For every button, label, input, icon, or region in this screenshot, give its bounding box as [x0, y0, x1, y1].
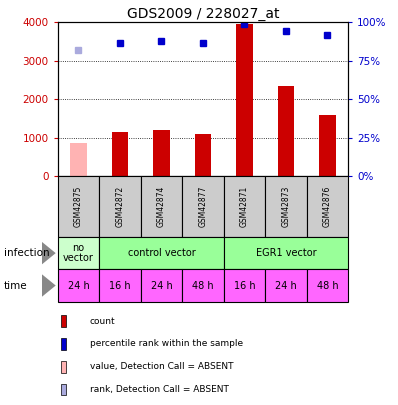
Text: no
vector: no vector	[63, 243, 94, 263]
Bar	[70, 143, 87, 176]
Text: 16 h: 16 h	[234, 281, 255, 290]
Bar	[236, 24, 253, 176]
Bar	[99, 176, 141, 237]
Text: GSM42871: GSM42871	[240, 186, 249, 227]
Bar	[307, 176, 348, 237]
Bar	[224, 237, 348, 269]
Text: 24 h: 24 h	[68, 281, 89, 290]
Bar	[319, 115, 336, 176]
Title: GDS2009 / 228027_at: GDS2009 / 228027_at	[127, 7, 279, 21]
Bar	[60, 361, 66, 373]
Bar	[58, 176, 99, 237]
Polygon shape	[42, 274, 56, 297]
Text: GSM42875: GSM42875	[74, 186, 83, 227]
Bar	[58, 269, 99, 302]
Text: GSM42872: GSM42872	[115, 186, 125, 227]
Bar	[99, 237, 224, 269]
Text: percentile rank within the sample: percentile rank within the sample	[90, 339, 243, 348]
Bar	[60, 384, 66, 395]
Bar	[60, 338, 66, 350]
Bar	[265, 269, 307, 302]
Text: GSM42876: GSM42876	[323, 186, 332, 227]
Text: 24 h: 24 h	[275, 281, 297, 290]
Bar	[265, 176, 307, 237]
Bar	[112, 132, 128, 176]
Text: control vector: control vector	[128, 248, 195, 258]
Bar	[153, 130, 170, 176]
Bar	[278, 86, 294, 176]
Bar	[182, 269, 224, 302]
Text: GSM42877: GSM42877	[199, 186, 207, 227]
Text: 24 h: 24 h	[150, 281, 172, 290]
Bar	[195, 134, 211, 176]
Text: rank, Detection Call = ABSENT: rank, Detection Call = ABSENT	[90, 385, 228, 394]
Text: infection: infection	[4, 248, 50, 258]
Bar	[58, 237, 99, 269]
Text: 48 h: 48 h	[317, 281, 338, 290]
Text: 16 h: 16 h	[109, 281, 131, 290]
Text: GSM42874: GSM42874	[157, 186, 166, 227]
Text: GSM42873: GSM42873	[281, 186, 291, 227]
Text: time: time	[4, 281, 27, 290]
Text: value, Detection Call = ABSENT: value, Detection Call = ABSENT	[90, 362, 233, 371]
Text: EGR1 vector: EGR1 vector	[256, 248, 316, 258]
Text: 48 h: 48 h	[192, 281, 214, 290]
Bar	[224, 176, 265, 237]
Polygon shape	[42, 242, 56, 264]
Bar	[307, 269, 348, 302]
Bar	[99, 269, 141, 302]
Bar	[141, 269, 182, 302]
Bar	[60, 315, 66, 327]
Text: count: count	[90, 317, 115, 326]
Bar	[224, 269, 265, 302]
Bar	[141, 176, 182, 237]
Bar	[182, 176, 224, 237]
